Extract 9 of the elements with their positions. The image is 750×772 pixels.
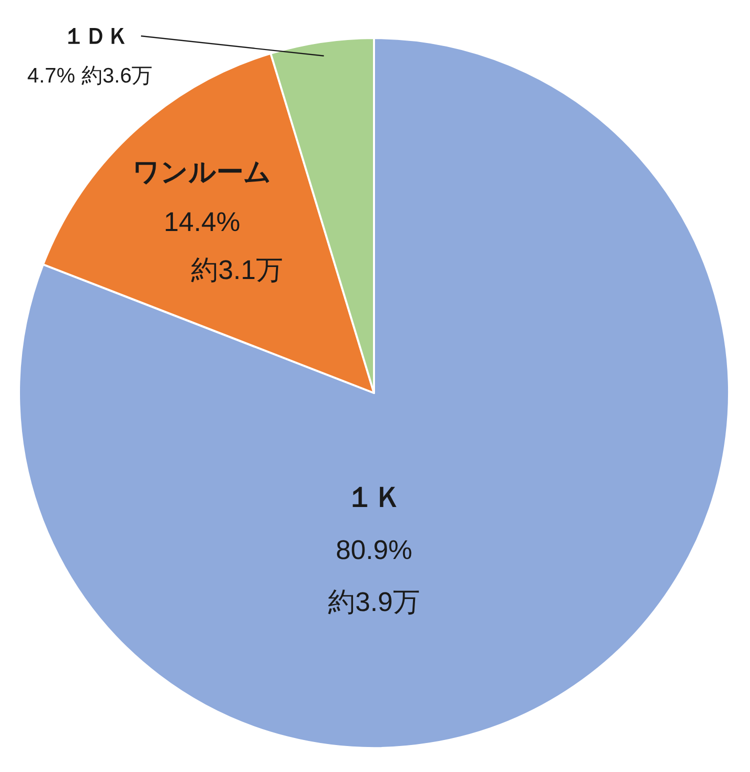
text: 約3.1万 <box>191 255 283 285</box>
data-label: 14.4% <box>164 207 240 237</box>
text: 約3.9万 <box>328 587 420 617</box>
slice-label: １Ｋ <box>346 482 402 512</box>
text: 約3.6万 <box>81 64 153 88</box>
data-label: 4.7% <box>27 64 76 88</box>
slice-label: １ＤＫ <box>63 24 129 48</box>
slice-label: ワンルーム <box>132 157 272 187</box>
data-label: 80.9% <box>336 535 412 565</box>
